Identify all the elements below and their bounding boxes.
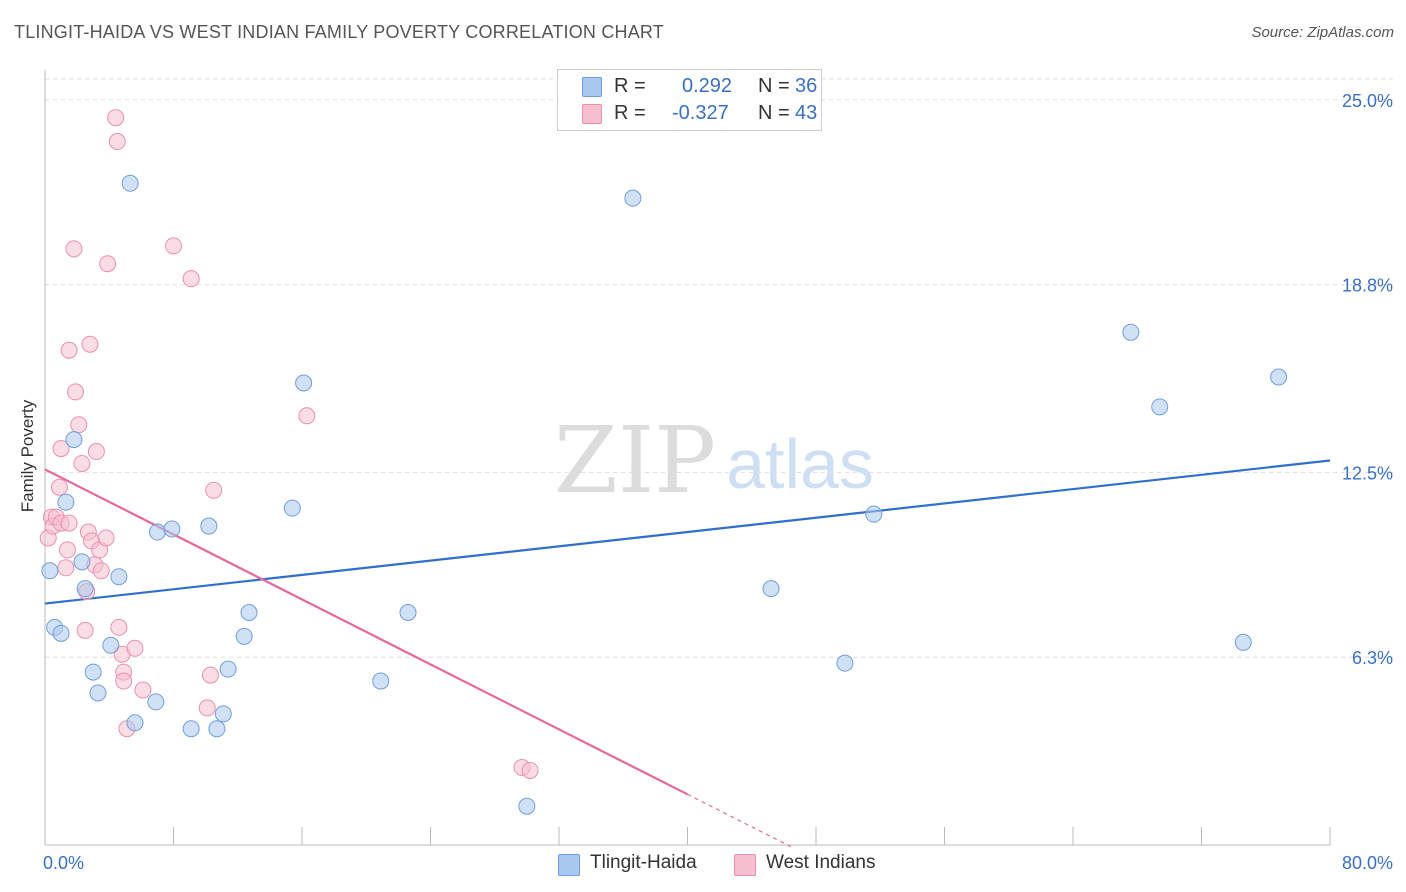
- y-tick-label: 18.8%: [1342, 276, 1393, 296]
- point-tlingit-haida: [399, 604, 417, 621]
- trend-line-tlingit-haida: [44, 459, 1331, 605]
- y-tick-label: 12.5%: [1342, 463, 1393, 483]
- legend-n-label: N =: [758, 102, 790, 124]
- y-tick-label: 25.0%: [1342, 91, 1393, 111]
- point-tlingit-haida: [219, 660, 237, 678]
- point-tlingit-haida: [73, 553, 91, 571]
- point-west-indians: [126, 639, 144, 657]
- point-west-indians: [87, 443, 105, 461]
- point-tlingit-haida: [84, 663, 102, 681]
- legend-r-label: R =: [614, 102, 646, 124]
- point-tlingit-haida: [41, 562, 59, 580]
- point-tlingit-haida: [65, 431, 83, 449]
- point-tlingit-haida: [148, 523, 166, 541]
- point-tlingit-haida: [240, 604, 258, 621]
- x-tick-label-max: 80.0%: [1342, 853, 1393, 873]
- point-west-indians: [298, 407, 316, 425]
- points-layer: [39, 109, 1288, 815]
- point-tlingit-haida: [283, 499, 301, 517]
- point-tlingit-haida: [295, 374, 313, 392]
- grid-layer: [45, 78, 1394, 658]
- point-tlingit-haida: [147, 693, 165, 711]
- point-tlingit-haida: [518, 797, 536, 815]
- point-west-indians: [99, 255, 117, 273]
- point-tlingit-haida: [102, 636, 120, 654]
- point-tlingit-haida: [372, 672, 390, 690]
- point-west-indians: [92, 562, 110, 580]
- point-west-indians: [70, 416, 88, 434]
- point-tlingit-haida: [126, 714, 144, 732]
- point-tlingit-haida: [208, 720, 226, 738]
- legend-r-label: R =: [614, 75, 646, 97]
- point-west-indians: [201, 666, 219, 684]
- point-west-indians: [60, 514, 78, 532]
- trend-line-west-indians: [44, 468, 688, 796]
- point-west-indians: [198, 699, 216, 717]
- point-tlingit-haida: [121, 174, 139, 192]
- point-tlingit-haida: [163, 520, 181, 538]
- watermark-zip: ZIP: [554, 407, 716, 514]
- point-tlingit-haida: [76, 580, 94, 598]
- legend-n-value: 43: [795, 102, 818, 124]
- point-west-indians: [65, 240, 83, 258]
- point-west-indians: [134, 681, 152, 699]
- legend-stats-box: R = 0.292 N = 36 R = -0.327 N = 43: [557, 69, 822, 131]
- point-tlingit-haida: [52, 624, 70, 642]
- point-tlingit-haida: [762, 580, 780, 598]
- point-tlingit-haida: [235, 627, 253, 645]
- point-tlingit-haida: [57, 493, 75, 511]
- axis-layer: [44, 70, 1331, 846]
- point-west-indians: [50, 478, 68, 496]
- point-west-indians: [165, 237, 182, 255]
- point-tlingit-haida: [214, 705, 232, 723]
- point-tlingit-haida: [836, 654, 854, 672]
- point-west-indians: [67, 383, 85, 401]
- tick-labels: 6.3% 12.5% 18.8% 25.0% 0.0% 80.0%: [43, 91, 1393, 873]
- chart-title: TLINGIT-HAIDA VS WEST INDIAN FAMILY POVE…: [14, 22, 664, 42]
- point-west-indians: [115, 672, 133, 690]
- point-west-indians: [60, 341, 78, 359]
- point-tlingit-haida: [182, 720, 200, 738]
- watermark-atlas: atlas: [726, 425, 874, 503]
- point-tlingit-haida: [1151, 398, 1169, 416]
- legend-n-label: N =: [758, 75, 790, 97]
- trend-line-west-indians-extension: [687, 793, 794, 849]
- point-tlingit-haida: [200, 517, 218, 535]
- point-tlingit-haida: [89, 684, 107, 702]
- legend-swatch-blue: [582, 77, 602, 97]
- point-tlingit-haida: [624, 189, 642, 207]
- y-tick-label: 6.3%: [1352, 648, 1393, 668]
- point-west-indians: [205, 481, 223, 499]
- point-west-indians: [57, 559, 75, 577]
- point-west-indians: [182, 270, 200, 288]
- point-tlingit-haida: [1270, 368, 1288, 386]
- source-label: Source: ZipAtlas.com: [1251, 24, 1394, 41]
- legend-swatch-pink: [582, 104, 602, 124]
- legend-label: Tlingit-Haida: [590, 852, 697, 873]
- watermark: ZIP atlas: [554, 407, 874, 514]
- point-west-indians: [81, 335, 99, 353]
- point-west-indians: [73, 454, 91, 472]
- x-tick-label-min: 0.0%: [43, 853, 84, 873]
- legend-label: West Indians: [766, 852, 876, 873]
- point-west-indians: [107, 109, 125, 127]
- trend-lines: [44, 459, 1331, 849]
- point-west-indians: [521, 761, 539, 779]
- point-west-indians: [76, 621, 94, 639]
- point-west-indians: [110, 618, 128, 636]
- legend-r-value: 0.292: [682, 75, 733, 97]
- point-west-indians: [58, 541, 76, 559]
- legend-n-value: 36: [795, 75, 818, 97]
- legend-r-value: -0.327: [672, 102, 729, 124]
- legend-swatch-pink: [734, 854, 756, 876]
- point-tlingit-haida: [1234, 633, 1252, 651]
- point-west-indians: [108, 133, 126, 151]
- point-tlingit-haida: [1122, 323, 1140, 341]
- point-west-indians: [52, 440, 70, 458]
- legend-swatch-blue: [558, 854, 580, 876]
- point-west-indians: [97, 529, 115, 547]
- point-tlingit-haida: [110, 568, 128, 586]
- point-tlingit-haida: [865, 505, 883, 523]
